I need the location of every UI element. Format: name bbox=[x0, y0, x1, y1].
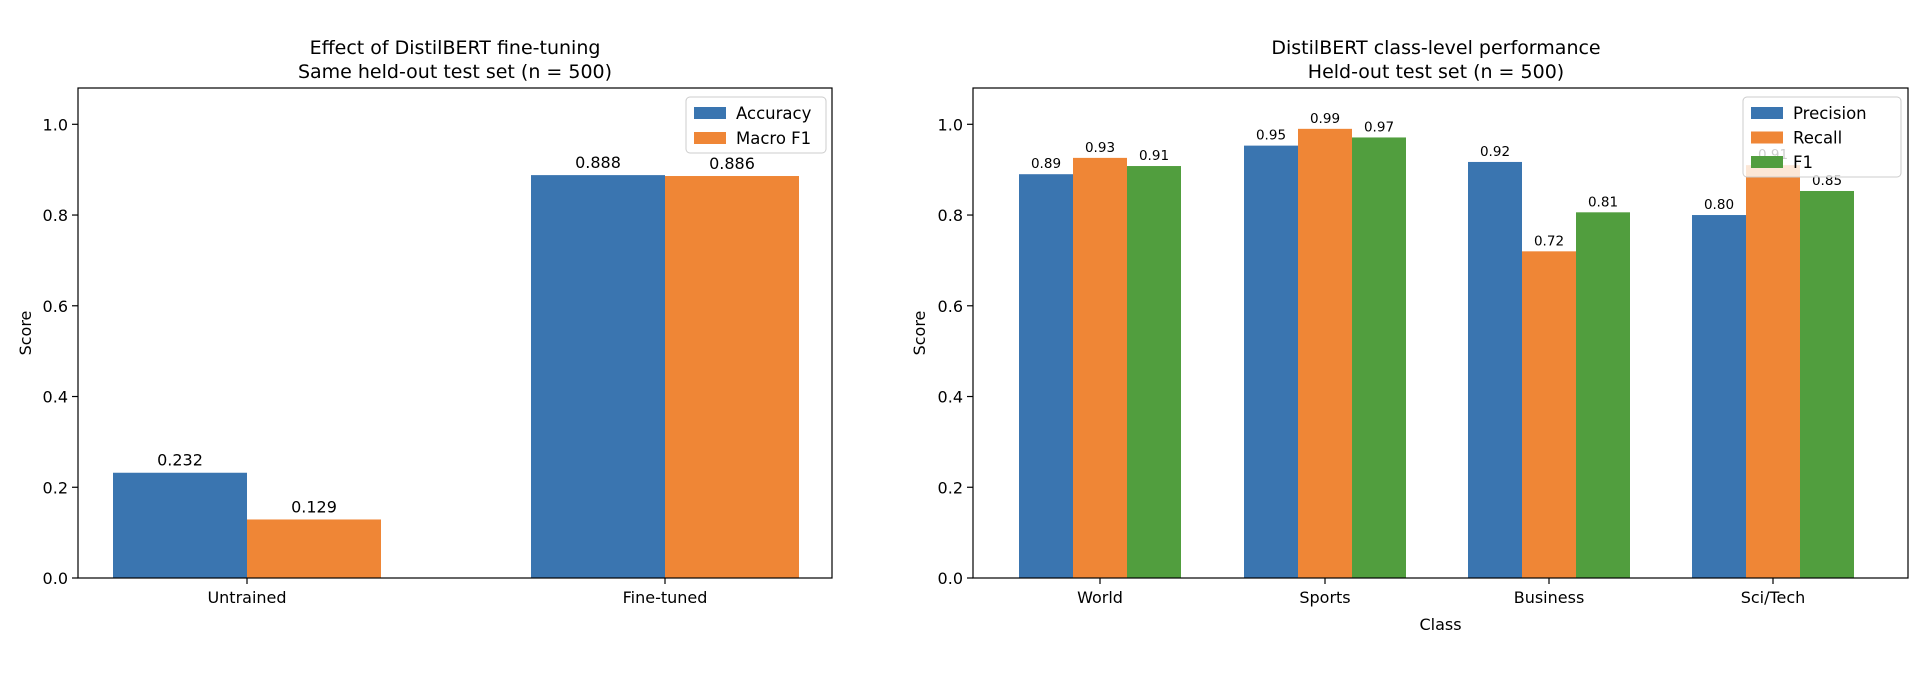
y-tick-label: 1.0 bbox=[43, 115, 68, 134]
value-label: 0.89 bbox=[1031, 156, 1061, 172]
value-label: 0.81 bbox=[1588, 194, 1618, 210]
legend: Accuracy Macro F1 bbox=[685, 96, 827, 154]
chart-title: DistilBERT class-level performance bbox=[1271, 37, 1600, 59]
value-label: 0.129 bbox=[291, 497, 337, 516]
chart-subtitle: Same held-out test set (n = 500) bbox=[298, 61, 612, 83]
legend-label: Macro F1 bbox=[736, 129, 811, 148]
bar-accuracy-fine-tuned bbox=[531, 175, 665, 578]
y-tick-label: 0.6 bbox=[938, 297, 963, 316]
y-tick-label: 1.0 bbox=[938, 115, 963, 134]
bar-recall-sports bbox=[1298, 128, 1352, 579]
legend-swatch bbox=[694, 107, 726, 119]
value-label: 0.91 bbox=[1139, 148, 1169, 164]
legend: Precision Recall F1 bbox=[1742, 96, 1902, 178]
bar-f1-world bbox=[1127, 166, 1181, 578]
y-tick-label: 0.2 bbox=[43, 478, 68, 497]
value-label: 0.886 bbox=[709, 154, 755, 173]
bar-recall-business bbox=[1522, 251, 1576, 579]
x-axis-label: Class bbox=[1419, 615, 1461, 634]
x-tick-label: Sports bbox=[1299, 588, 1350, 607]
legend-label: Accuracy bbox=[736, 104, 812, 123]
value-label: 0.888 bbox=[575, 153, 621, 172]
chart-title: Effect of DistilBERT fine-tuning bbox=[310, 37, 601, 59]
bar-recall-sci-tech bbox=[1746, 165, 1800, 578]
bar-precision-world bbox=[1019, 174, 1073, 578]
value-label: 0.99 bbox=[1310, 111, 1340, 127]
legend-swatch bbox=[1751, 156, 1783, 168]
chart-subtitle: Held-out test set (n = 500) bbox=[1308, 61, 1564, 83]
bar-f1-business bbox=[1576, 212, 1630, 578]
y-axis-label: Score bbox=[16, 311, 35, 356]
bar-accuracy-untrained bbox=[113, 472, 247, 578]
axes-frame bbox=[77, 87, 833, 579]
y-tick-label: 0.0 bbox=[938, 569, 963, 588]
y-tick-label: 0.8 bbox=[43, 206, 68, 225]
bar-f1-sci-tech bbox=[1800, 190, 1854, 579]
value-label: 0.72 bbox=[1534, 233, 1564, 249]
axes-frame bbox=[972, 87, 1909, 579]
legend-swatch bbox=[1751, 131, 1783, 144]
x-tick-label: Sci/Tech bbox=[1741, 588, 1806, 607]
y-axis-label: Score bbox=[910, 311, 929, 356]
bar-f1-sports bbox=[1352, 137, 1406, 578]
legend-label: Precision bbox=[1793, 104, 1867, 123]
bar-precision-business bbox=[1468, 161, 1522, 578]
bar-macro-f1-fine-tuned bbox=[665, 176, 799, 578]
y-tick-label: 0.2 bbox=[938, 478, 963, 497]
x-tick-label: Fine-tuned bbox=[623, 588, 708, 607]
y-tick-label: 0.4 bbox=[938, 388, 963, 407]
legend-swatch bbox=[1751, 107, 1783, 119]
value-label: 0.95 bbox=[1256, 128, 1286, 144]
bar-precision-sports bbox=[1244, 145, 1298, 579]
y-tick-label: 0.0 bbox=[43, 569, 68, 588]
chart-panel-2: DistilBERT class-level performanceHeld-o… bbox=[910, 37, 1909, 634]
legend-label: F1 bbox=[1793, 153, 1813, 172]
x-tick-label: Business bbox=[1514, 588, 1585, 607]
value-label: 0.80 bbox=[1704, 197, 1734, 213]
x-tick-label: Untrained bbox=[207, 588, 286, 607]
y-tick-label: 0.6 bbox=[43, 297, 68, 316]
value-label: 0.97 bbox=[1364, 119, 1394, 135]
bar-recall-world bbox=[1073, 157, 1127, 579]
legend-swatch bbox=[694, 132, 726, 144]
value-label: 0.232 bbox=[157, 451, 203, 470]
y-tick-label: 0.8 bbox=[938, 206, 963, 225]
bar-precision-sci-tech bbox=[1692, 215, 1746, 578]
bar-macro-f1-untrained bbox=[247, 519, 381, 578]
value-label: 0.93 bbox=[1085, 140, 1115, 156]
x-tick-label: World bbox=[1077, 588, 1123, 607]
y-tick-label: 0.4 bbox=[43, 388, 68, 407]
legend-label: Recall bbox=[1793, 129, 1842, 148]
value-label: 0.92 bbox=[1480, 144, 1510, 160]
